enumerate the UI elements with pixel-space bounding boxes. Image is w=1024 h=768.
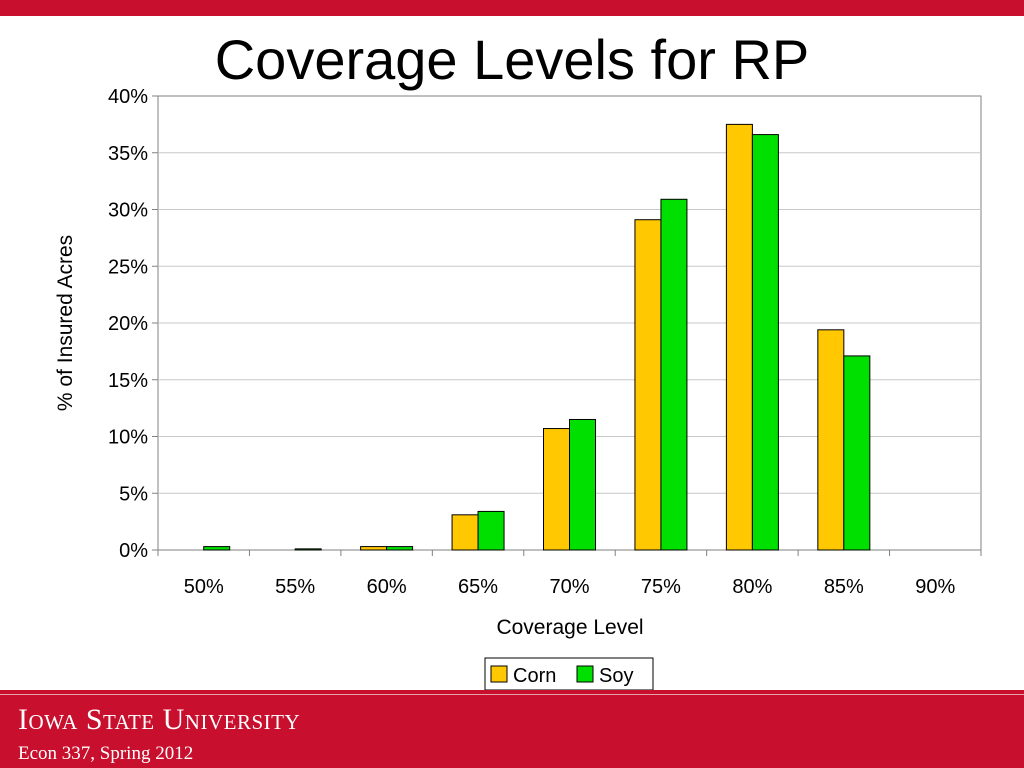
- bar-corn: [543, 428, 570, 551]
- top-accent-bar: [0, 0, 1024, 16]
- x-tick-label: 90%: [915, 576, 955, 598]
- bar-corn: [360, 546, 388, 551]
- x-tick-label: 75%: [641, 576, 681, 598]
- y-tick-label: 30%: [108, 200, 148, 222]
- bar-soy: [386, 546, 414, 551]
- y-tick-label: 20%: [108, 313, 148, 335]
- x-tick-label: 65%: [458, 576, 498, 598]
- bar-soy: [569, 418, 596, 551]
- footer-divider: [0, 694, 1024, 695]
- bar-corn: [817, 329, 845, 551]
- y-tick-label: 5%: [119, 483, 148, 505]
- x-tick-label: 85%: [824, 576, 864, 598]
- x-tick-label: 60%: [367, 576, 407, 598]
- legend-label-corn: Corn: [513, 665, 556, 687]
- x-tick-label: 80%: [732, 576, 772, 598]
- bar-corn: [725, 123, 753, 551]
- legend-label-soy: Soy: [599, 665, 633, 687]
- legend: Corn Soy: [484, 657, 654, 690]
- course-label: Econ 337, Spring 2012: [18, 743, 194, 764]
- y-tick-label: 25%: [108, 256, 148, 278]
- bar-chart: 0% 5% 10% 15% 20% 25% 30% 35% 40% 50% 55% 60% 65% 70…: [54, 86, 982, 690]
- y-tick-label: 40%: [108, 86, 148, 108]
- bar-soy: [751, 134, 779, 551]
- bar-soy: [477, 510, 505, 551]
- legend-swatch-corn: [490, 665, 508, 683]
- bar-corn: [634, 219, 662, 551]
- university-wordmark: Iowa State University: [18, 703, 301, 736]
- legend-swatch-soy: [576, 665, 594, 683]
- bar-soy: [660, 198, 688, 551]
- y-tick-label: 35%: [108, 143, 148, 165]
- x-axis-label: Coverage Level: [496, 616, 643, 639]
- footer-bar: [0, 690, 1024, 768]
- y-tick-label: 15%: [108, 370, 148, 392]
- x-tick-label: 70%: [549, 576, 589, 598]
- x-tick-label: 50%: [184, 576, 224, 598]
- y-axis-label: % of Insured Acres: [54, 235, 77, 411]
- y-tick-label: 10%: [108, 427, 148, 449]
- legend-box: [484, 657, 654, 690]
- slide-title: Coverage Levels for RP: [214, 28, 810, 91]
- y-tick-label: 0%: [119, 540, 148, 562]
- bar-corn: [451, 514, 479, 551]
- bar-soy: [843, 355, 871, 551]
- x-tick-label: 55%: [275, 576, 315, 598]
- bar-soy: [294, 548, 322, 551]
- bar-soy: [203, 546, 231, 551]
